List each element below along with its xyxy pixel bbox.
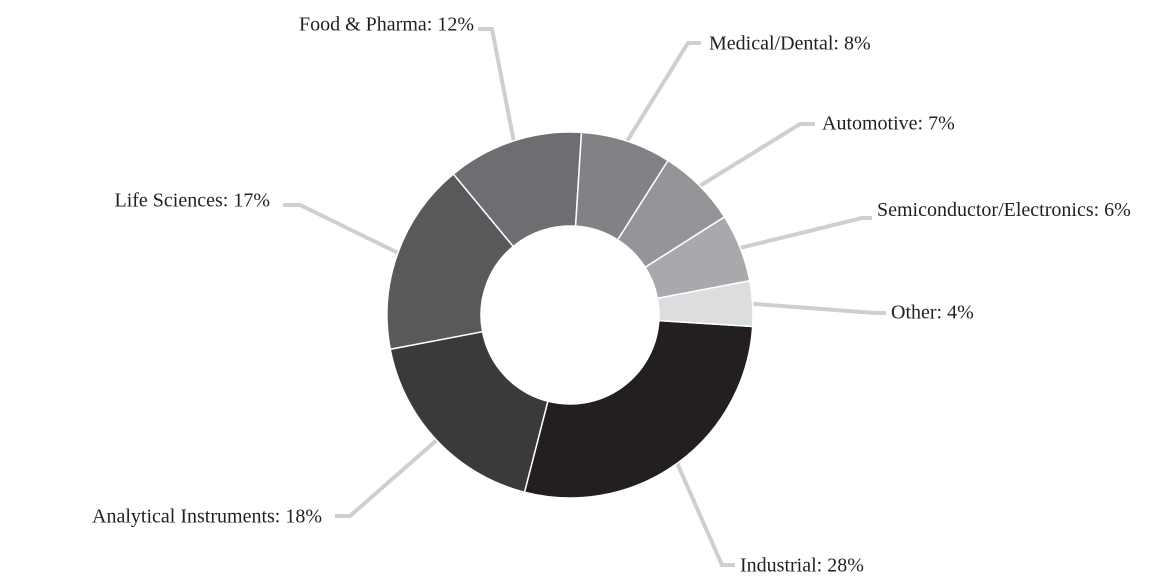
slice-label: Life Sciences: 17% bbox=[114, 189, 271, 212]
leader-line bbox=[674, 460, 735, 567]
leader-line bbox=[737, 216, 872, 251]
slice-label: Industrial: 28% bbox=[740, 554, 864, 576]
donut-slice bbox=[389, 330, 549, 494]
slice-label: Automotive: 7% bbox=[822, 112, 955, 135]
slice-label: Food & Pharma: 12% bbox=[299, 13, 474, 36]
donut-slice bbox=[656, 279, 754, 328]
leader-line bbox=[478, 27, 517, 144]
donut-slice bbox=[386, 172, 515, 351]
slice-label: Medical/Dental: 8% bbox=[709, 32, 871, 55]
slice-label: Analytical Instruments: 18% bbox=[92, 505, 322, 528]
leader-line bbox=[750, 301, 886, 315]
donut-slice bbox=[523, 319, 754, 499]
leader-line bbox=[283, 203, 401, 256]
slice-label: Semiconductor/Electronics: 6% bbox=[877, 199, 1131, 221]
leader-line bbox=[696, 122, 815, 189]
leader-line bbox=[624, 41, 701, 144]
leader-line bbox=[335, 437, 440, 518]
slice-label: Other: 4% bbox=[891, 301, 974, 324]
